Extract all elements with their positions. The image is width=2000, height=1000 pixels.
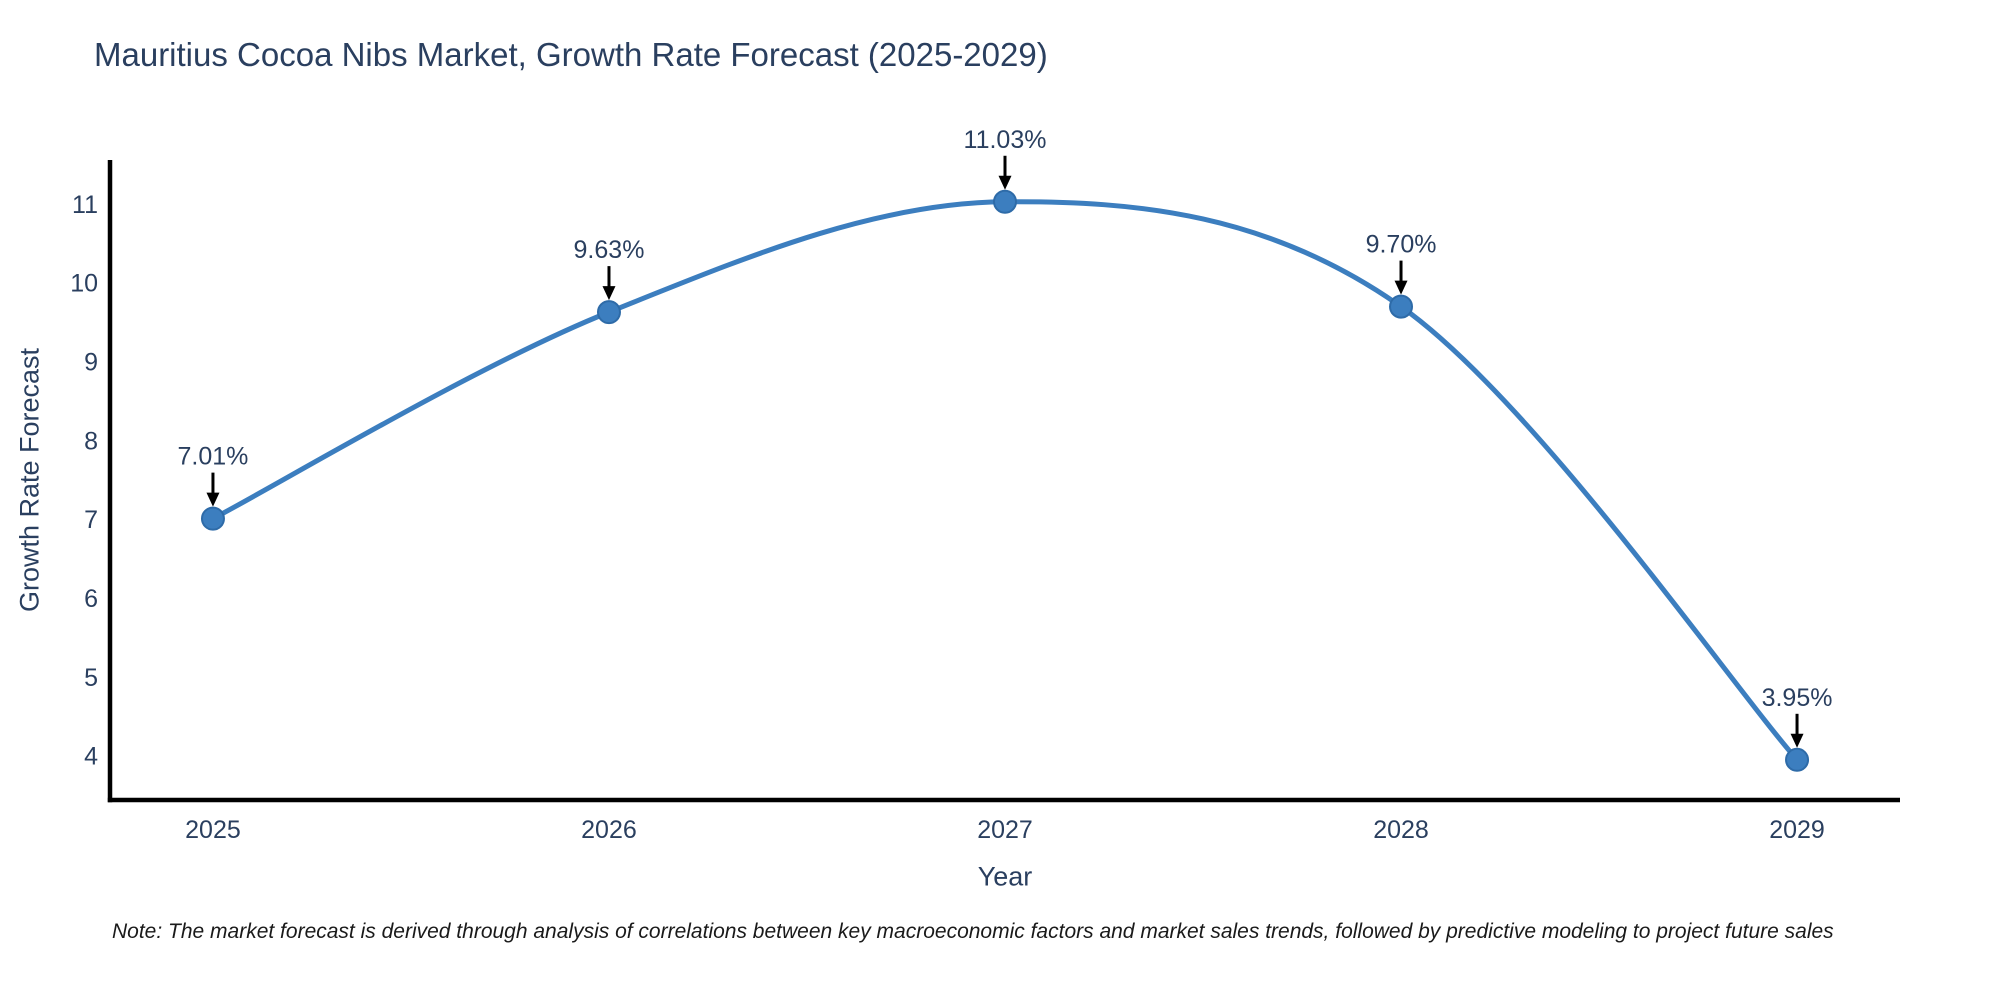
point-value-label: 7.01%	[178, 443, 249, 471]
annotation-arrowhead	[998, 175, 1012, 190]
y-tick-label: 11	[72, 191, 98, 219]
point-value-label: 9.63%	[574, 236, 645, 264]
y-tick-label: 4	[84, 743, 98, 771]
annotation-arrowhead	[602, 286, 616, 301]
data-point-2025[interactable]	[200, 506, 225, 531]
forecast-line	[211, 199, 1799, 762]
data-point-2029[interactable]	[1785, 747, 1810, 772]
point-value-label: 9.70%	[1366, 231, 1437, 259]
data-point-2028[interactable]	[1389, 294, 1414, 319]
y-tick-label: 8	[84, 427, 98, 455]
annotation-arrowhead	[206, 492, 220, 507]
data-point-2026[interactable]	[596, 300, 621, 325]
y-tick-label: 6	[84, 585, 98, 613]
y-tick-label: 10	[70, 270, 98, 298]
x-tick-label: 2027	[977, 816, 1033, 844]
x-tick-label: 2029	[1769, 816, 1825, 844]
chart-title: Mauritius Cocoa Nibs Market, Growth Rate…	[94, 36, 1048, 73]
y-tick-label: 9	[84, 349, 98, 377]
annotation-arrowhead	[1790, 733, 1804, 748]
x-tick-label: 2028	[1373, 816, 1429, 844]
y-tick-label: 7	[84, 506, 98, 534]
x-tick-label: 2026	[581, 816, 637, 844]
y-axis-title: Growth Rate Forecast	[14, 347, 45, 613]
x-axis-title: Year	[977, 861, 1033, 892]
point-value-label: 3.95%	[1762, 684, 1833, 712]
x-tick-label: 2025	[185, 816, 241, 844]
annotation-arrowhead	[1394, 280, 1408, 295]
y-tick-label: 5	[84, 664, 98, 692]
footnote: Note: The market forecast is derived thr…	[112, 920, 1834, 943]
point-value-label: 11.03%	[964, 126, 1047, 154]
data-point-2027[interactable]	[993, 189, 1017, 214]
